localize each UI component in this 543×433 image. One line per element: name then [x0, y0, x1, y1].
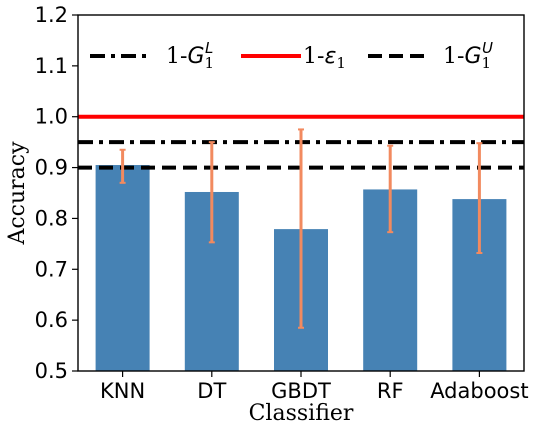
- legend-label-2: 1-G1U: [443, 39, 493, 72]
- y-axis-label: Accuracy: [5, 141, 30, 246]
- x-tick-label: KNN: [100, 379, 145, 403]
- legend-label-1: 1-ε1: [303, 44, 346, 72]
- error-bar-rf: [387, 144, 394, 234]
- x-tick-label: DT: [197, 379, 226, 403]
- x-tick-label: RF: [377, 379, 404, 403]
- error-bar-dt: [208, 141, 215, 244]
- error-bars: [119, 128, 483, 329]
- x-axis-label: Classifier: [249, 401, 354, 426]
- legend-label-0: 1-G1L: [166, 39, 214, 72]
- bar-knn: [95, 165, 150, 371]
- y-tick-label: 0.9: [35, 156, 68, 180]
- y-tick-label: 0.7: [35, 257, 68, 281]
- error-bar-adaboost: [476, 142, 483, 255]
- y-tick-label: 0.5: [35, 359, 68, 383]
- axes: 0.5 0.6 0.7 0.8 0.9 1.0 1.1 1.2 KNN DT GBDT RF Adabo…: [35, 3, 529, 403]
- legend: 1-G1L 1-ε1 1-G1U: [90, 39, 493, 72]
- y-tick-label: 0.8: [35, 206, 68, 230]
- y-tick-label: 1.1: [35, 54, 68, 78]
- error-bar-gbdt: [298, 128, 304, 329]
- y-tick-label: 1.2: [35, 3, 68, 27]
- x-tick-label: Adaboost: [430, 379, 528, 403]
- error-bar-knn: [119, 148, 126, 184]
- y-tick-label: 0.6: [35, 308, 68, 332]
- x-tick-label: GBDT: [271, 379, 331, 403]
- y-tick-label: 1.0: [35, 105, 68, 129]
